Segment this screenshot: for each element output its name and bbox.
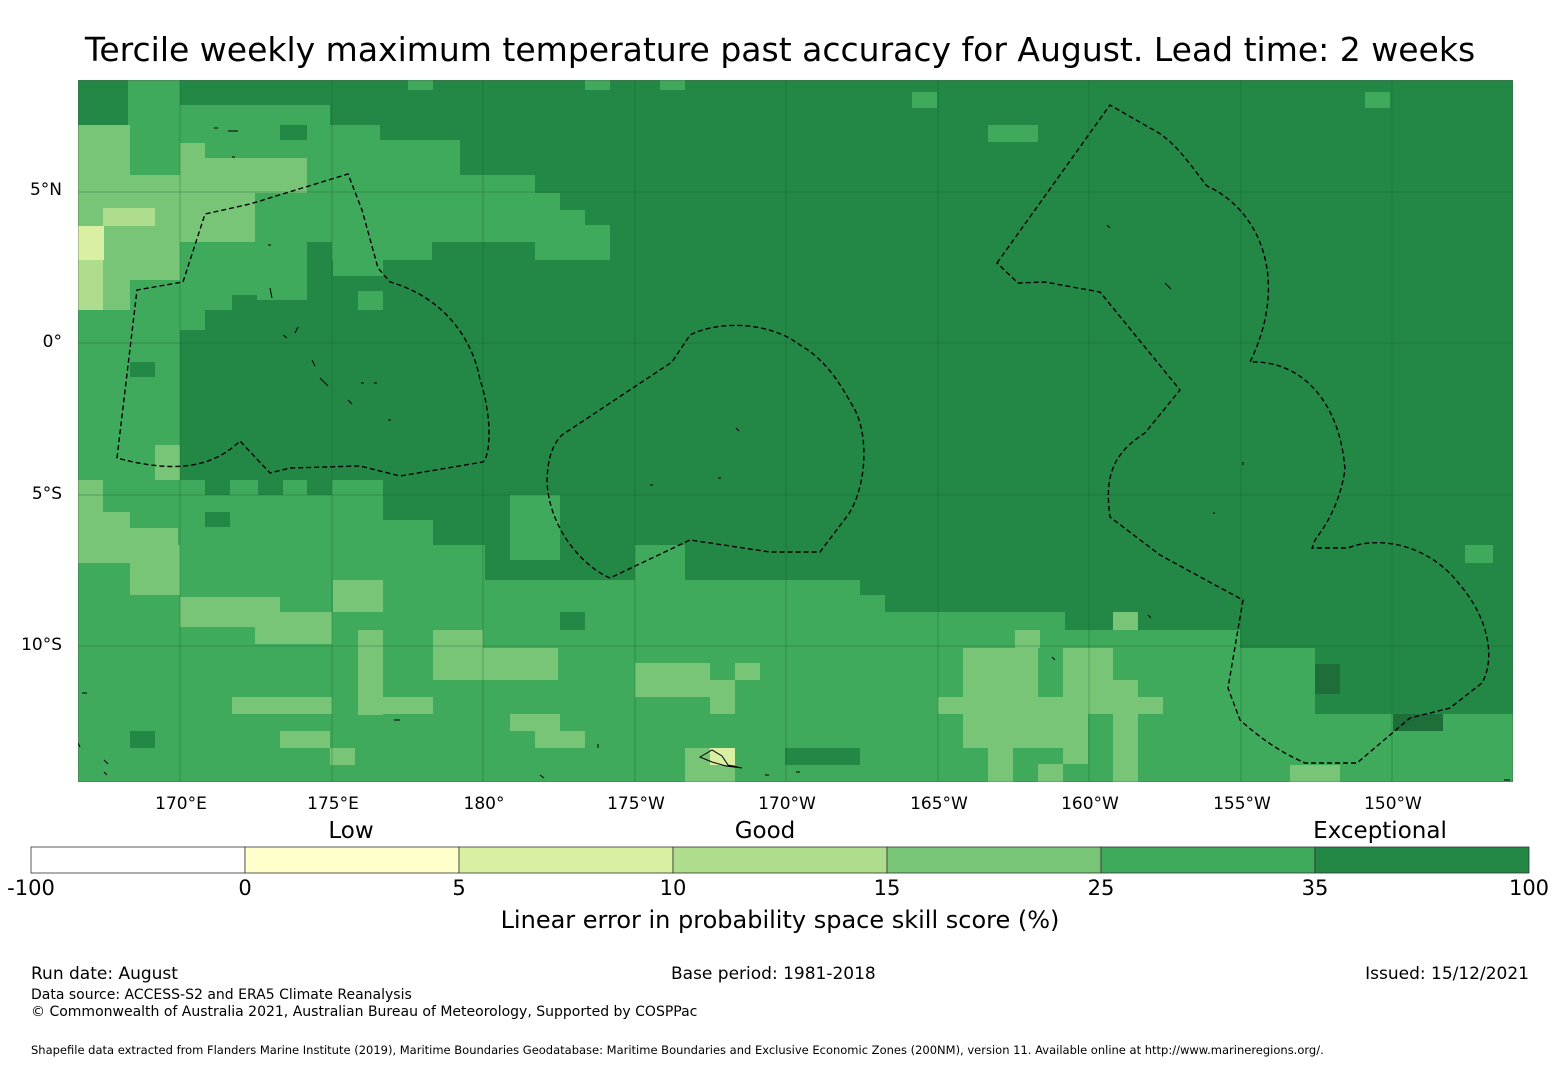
skill-cells-medium-east [408, 80, 1513, 782]
category-good: Good [734, 818, 796, 844]
eez-line-islands [996, 104, 1490, 764]
eez-kiribati-gilbert [116, 173, 490, 477]
legend-tick-35: 35 [1301, 876, 1329, 900]
legend-swatch-2 [458, 846, 674, 874]
category-exceptional: Exceptional [1313, 818, 1447, 844]
legend-swatch-6 [1314, 846, 1530, 874]
legend-tick-0: 0 [238, 876, 252, 900]
lat-label-0: 0° [42, 332, 62, 352]
legend-tick-25: 25 [1087, 876, 1115, 900]
lon-label-170w: 170°W [758, 794, 816, 814]
lat-label-5n: 5°N [29, 180, 62, 200]
lon-label-155w: 155°W [1213, 794, 1271, 814]
issued-date: Issued: 15/12/2021 [1365, 964, 1529, 984]
lon-label-160w: 160°W [1061, 794, 1119, 814]
lon-label-175e: 175°E [307, 794, 359, 814]
eez-phoenix [546, 324, 865, 579]
lat-label-5s: 5°S [31, 484, 62, 504]
skill-cells-light [78, 125, 1340, 782]
skill-cells-pale [78, 226, 735, 765]
lon-label-150w: 150°W [1364, 794, 1422, 814]
data-source: Data source: ACCESS-S2 and ERA5 Climate … [31, 987, 412, 1003]
legend-title: Linear error in probability space skill … [500, 906, 1060, 934]
legend-swatch-0 [30, 846, 246, 874]
legend-swatch-5 [1100, 846, 1316, 874]
skill-score-map [78, 80, 1513, 782]
lon-label-180: 180° [463, 794, 505, 814]
island-outlines [78, 127, 1510, 781]
legend-tick-neg100: -100 [7, 876, 55, 900]
legend-tick-100: 100 [1508, 876, 1550, 900]
legend-swatch-4 [886, 846, 1102, 874]
copyright: © Commonwealth of Australia 2021, Austra… [31, 1004, 698, 1020]
lon-label-170e: 170°E [155, 794, 207, 814]
lat-label-10s: 10°S [21, 635, 62, 655]
legend-swatch-3 [672, 846, 888, 874]
lon-label-175w: 175°W [607, 794, 665, 814]
skill-cells-west [78, 80, 1393, 782]
shapefile-credit: Shapefile data extracted from Flanders M… [31, 1043, 1324, 1057]
skill-cells-dark-west [78, 80, 860, 765]
legend-tick-15: 15 [873, 876, 901, 900]
skill-cells-very-dark [1315, 664, 1443, 731]
category-low: Low [328, 818, 374, 844]
graticule [78, 80, 1513, 782]
legend-swatch-1 [244, 846, 460, 874]
legend-tick-5: 5 [452, 876, 466, 900]
lon-label-165w: 165°W [910, 794, 968, 814]
eez-boundaries [116, 104, 1490, 764]
run-date: Run date: August [31, 964, 178, 984]
map-title: Tercile weekly maximum temperature past … [84, 30, 1476, 69]
base-period: Base period: 1981-2018 [671, 964, 876, 984]
legend-tick-10: 10 [659, 876, 687, 900]
legend-colorbar [30, 846, 1530, 874]
